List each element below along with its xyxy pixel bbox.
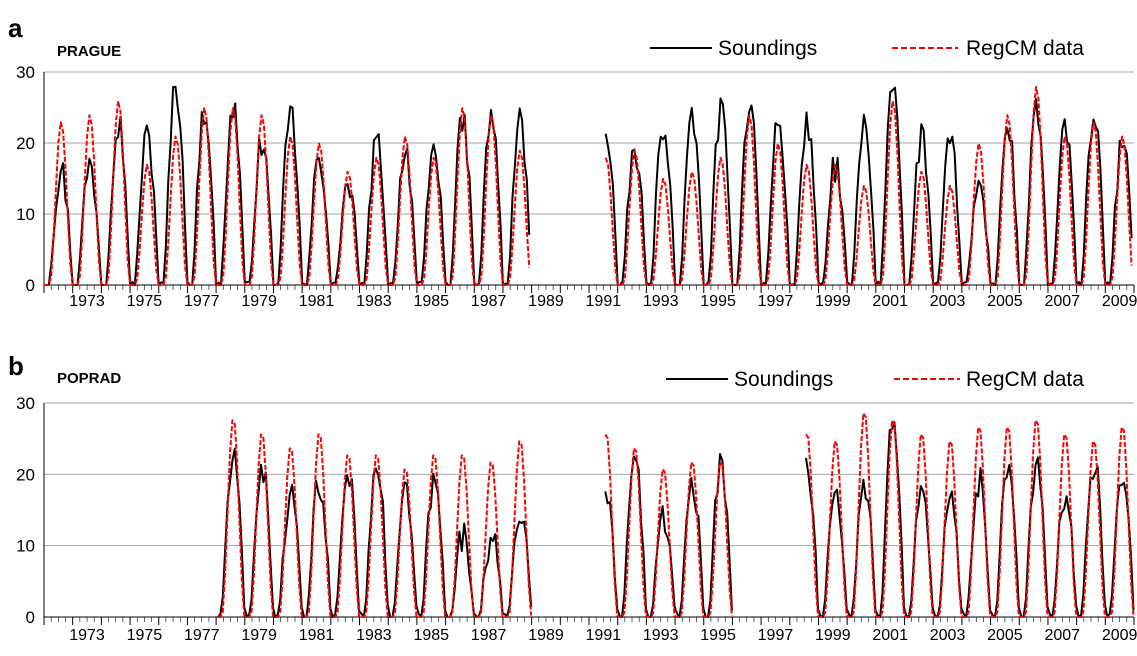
legend-soundings-label-a: Soundings <box>718 37 817 60</box>
x-tick-label-prague-1991: 1991 <box>586 293 622 310</box>
x-tick-label-poprad-1973: 1973 <box>69 627 105 644</box>
y-tick-label-prague-10: 10 <box>16 205 35 224</box>
station-title-poprad: POPRAD <box>57 370 121 387</box>
x-tick-label-poprad-1975: 1975 <box>127 627 163 644</box>
x-tick-label-poprad-1997: 1997 <box>758 627 794 644</box>
legend-soundings-label-b: Soundings <box>734 368 833 391</box>
x-tick-label-poprad-2005: 2005 <box>987 627 1023 644</box>
legend-regcm-label-a: RegCM data <box>966 37 1084 60</box>
y-tick-label-poprad-10: 10 <box>16 537 35 556</box>
x-tick-label-poprad-2003: 2003 <box>930 627 966 644</box>
x-tick-label-prague-1987: 1987 <box>471 293 507 310</box>
y-tick-label-poprad-20: 20 <box>16 465 35 484</box>
x-tick-label-prague-1999: 1999 <box>815 293 851 310</box>
x-tick-label-prague-1995: 1995 <box>700 293 736 310</box>
series-line-prague-regcm-segment-0 <box>44 100 531 286</box>
plot-area-prague: 0 10 20 30 1973 1975 1977 1979 1981 1983 1985 1987 1… <box>16 63 1137 310</box>
x-tick-label-poprad-1987: 1987 <box>471 627 507 644</box>
x-tick-label-prague-2007: 2007 <box>1044 293 1080 310</box>
x-tick-label-prague-1977: 1977 <box>184 293 220 310</box>
x-tick-label-poprad-2001: 2001 <box>872 627 908 644</box>
legend-regcm-label-b: RegCM data <box>966 368 1084 391</box>
x-tick-label-poprad-2007: 2007 <box>1044 627 1080 644</box>
plot-area-poprad: 0 10 20 30 1973 1975 1977 1979 1981 1983 1985 1987 1… <box>16 394 1137 644</box>
x-tick-label-prague-1983: 1983 <box>356 293 392 310</box>
x-tick-label-poprad-1993: 1993 <box>643 627 679 644</box>
series-line-poprad-regcm-segment-1 <box>604 433 733 618</box>
x-tick-label-prague-1975: 1975 <box>127 293 163 310</box>
x-tick-label-poprad-1985: 1985 <box>413 627 449 644</box>
x-tick-label-poprad-1977: 1977 <box>184 627 220 644</box>
x-tick-label-prague-2003: 2003 <box>930 293 966 310</box>
x-tick-label-poprad-2009: 2009 <box>1102 627 1137 644</box>
x-tick-label-prague-1993: 1993 <box>643 293 679 310</box>
y-tick-label-poprad-0: 0 <box>26 608 35 627</box>
x-tick-label-poprad-1999: 1999 <box>815 627 851 644</box>
series-line-prague-regcm-segment-1 <box>604 86 1133 286</box>
x-tick-label-prague-1985: 1985 <box>413 293 449 310</box>
y-tick-label-prague-20: 20 <box>16 134 35 153</box>
panel-letter-b: b <box>8 351 24 381</box>
x-tick-label-poprad-1981: 1981 <box>299 627 335 644</box>
y-tick-label-prague-0: 0 <box>26 276 35 295</box>
x-tick-label-poprad-1991: 1991 <box>586 627 622 644</box>
x-tick-label-prague-1989: 1989 <box>528 293 564 310</box>
x-tick-label-poprad-1995: 1995 <box>700 627 736 644</box>
x-tick-label-prague-1997: 1997 <box>758 293 794 310</box>
x-tick-label-prague-1973: 1973 <box>69 293 105 310</box>
series-line-prague-soundings-segment-1 <box>604 86 1133 286</box>
x-tick-label-poprad-1989: 1989 <box>528 627 564 644</box>
y-tick-label-prague-30: 30 <box>16 63 35 82</box>
x-tick-label-prague-2005: 2005 <box>987 293 1023 310</box>
x-tick-label-prague-2009: 2009 <box>1102 293 1137 310</box>
x-tick-label-poprad-1979: 1979 <box>241 627 277 644</box>
x-tick-label-prague-1979: 1979 <box>241 293 277 310</box>
series-line-poprad-regcm-segment-2 <box>805 412 1135 618</box>
x-tick-label-prague-1981: 1981 <box>299 293 335 310</box>
x-tick-label-poprad-1983: 1983 <box>356 627 392 644</box>
panel-letter-a: a <box>8 13 23 43</box>
series-line-poprad-regcm-segment-0 <box>218 419 533 618</box>
x-tick-label-prague-2001: 2001 <box>872 293 908 310</box>
y-tick-label-poprad-30: 30 <box>16 394 35 413</box>
station-title-prague: PRAGUE <box>57 43 121 60</box>
